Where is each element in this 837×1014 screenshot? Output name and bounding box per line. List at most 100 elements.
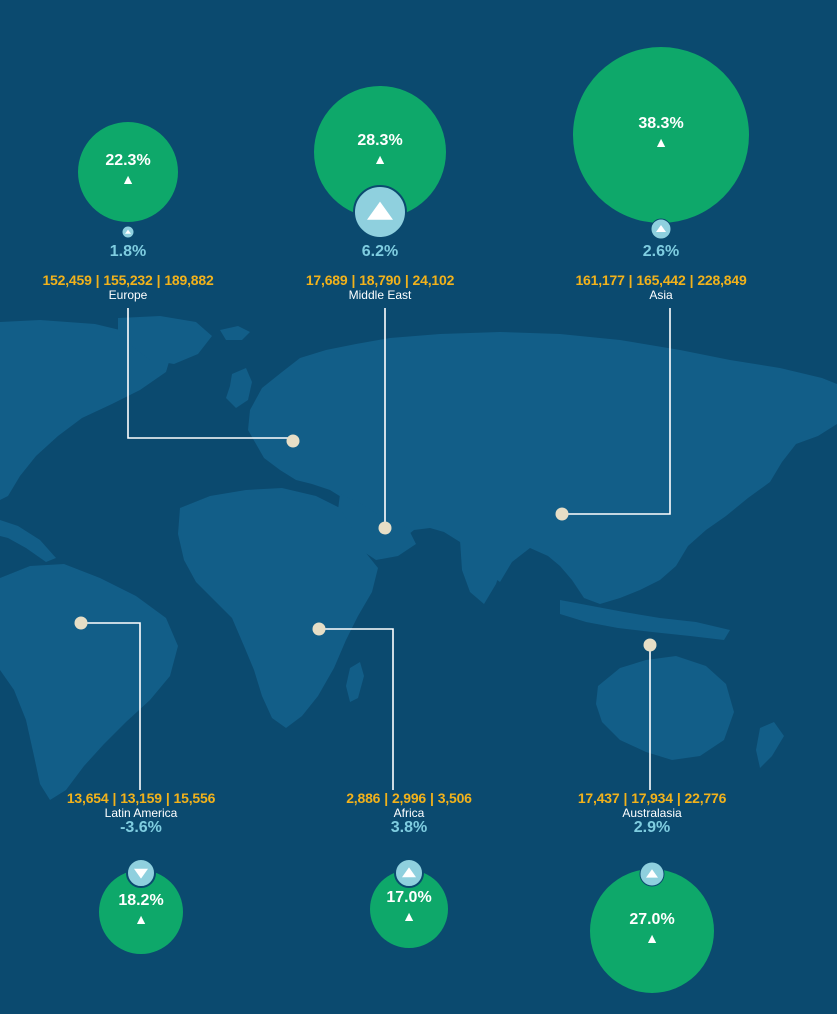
asia-share-up-icon: ▲: [654, 134, 668, 150]
australasia-up-triangle-icon: [646, 869, 658, 878]
europe-location-marker: [286, 434, 300, 448]
middle-east-share-bubble: [314, 86, 446, 218]
europe-connector-line: [127, 308, 293, 439]
latin-america-stat-value: 15,556: [173, 790, 216, 806]
latin-america-stat-value: 13,654: [66, 790, 109, 806]
australasia-stat-value: 22,776: [684, 790, 727, 806]
africa-share-bubble: [370, 870, 448, 948]
africa-stat-value: 3,506: [437, 790, 472, 806]
africa-up-triangle-icon: [402, 867, 416, 878]
stats-separator: |: [95, 272, 100, 288]
latin-america-stat-value: 13,159: [120, 790, 162, 806]
latin-america-change-value: -3.6%: [120, 819, 162, 836]
asia-label-block: 161,177 | 165,442 | 228,849 Asia: [521, 272, 801, 302]
asia-connector-line: [562, 308, 671, 515]
land-masses: [0, 316, 837, 800]
asia-region-name: Asia: [649, 288, 673, 302]
asia-stat-value: 161,177: [575, 272, 625, 288]
middle-east-stat-value: 24,102: [412, 272, 455, 288]
europe-change-value: 1.8%: [109, 243, 147, 260]
middle-east-stats: 17,689 | 18,790 | 24,102: [240, 272, 520, 288]
europe-stats: 152,459 | 155,232 | 189,882: [0, 272, 268, 288]
latin-america-down-triangle-icon: [134, 868, 148, 879]
middle-east-stat-value: 18,790: [359, 272, 401, 288]
australasia-share-up-icon: ▲: [645, 930, 659, 946]
madagascar-landmass: [346, 662, 364, 702]
africa-connector-line: [319, 628, 394, 790]
africa-share-up-icon: ▲: [402, 908, 416, 924]
uk-landmass: [226, 368, 252, 408]
middle-east-stat-value: 17,689: [305, 272, 348, 288]
south-america-landmass: [0, 564, 178, 800]
africa-region-name: Africa: [393, 806, 425, 820]
australasia-stat-value: 17,437: [577, 790, 620, 806]
stats-separator: |: [628, 272, 633, 288]
stats-separator: |: [112, 790, 117, 806]
australasia-share-value: 27.0%: [629, 911, 675, 928]
connector-lines: [81, 308, 671, 790]
asia-up-triangle-icon: [656, 225, 666, 232]
iceland-landmass: [220, 326, 250, 340]
australasia-region-name: Australasia: [622, 806, 682, 820]
greenland-landmass: [118, 316, 212, 364]
stats-separator: |: [156, 272, 161, 288]
share-bubbles: [78, 47, 749, 993]
australasia-stats: 17,437 | 17,934 | 22,776: [512, 790, 792, 806]
middle-east-share-value: 28.3%: [357, 132, 403, 149]
europe-up-triangle-icon: [125, 229, 131, 234]
stats-separator: |: [623, 790, 628, 806]
africa-stat-value: 2,996: [391, 790, 427, 806]
europe-region-name: Europe: [108, 288, 148, 302]
latin-america-connector-line: [81, 622, 141, 790]
stats-separator: |: [351, 272, 356, 288]
asia-stats: 161,177 | 165,442 | 228,849: [521, 272, 801, 288]
india-landmass: [460, 540, 504, 604]
stats-separator: |: [404, 272, 409, 288]
europe-share-label: 22.3% ▲: [68, 152, 188, 188]
central-america-landmass: [0, 520, 56, 562]
africa-change-value: 3.8%: [390, 819, 428, 836]
latin-america-share-bubble: [99, 870, 183, 954]
europe-share-up-icon: ▲: [121, 171, 135, 187]
australasia-change-value: 2.9%: [633, 819, 671, 836]
middle-east-up-triangle-icon: [367, 201, 393, 220]
asia-change-value: 2.6%: [642, 243, 680, 260]
australasia-label-block: 17,437 | 17,934 | 22,776 Australasia: [512, 790, 792, 820]
africa-share-label: 17.0% ▲: [349, 889, 469, 925]
latin-america-label-block: 13,654 | 13,159 | 15,556 Latin America: [1, 790, 281, 820]
latin-america-share-up-icon: ▲: [134, 911, 148, 927]
latin-america-location-marker: [74, 616, 88, 630]
middle-east-label-block: 17,689 | 18,790 | 24,102 Middle East: [240, 272, 520, 302]
asia-location-marker: [555, 507, 569, 521]
stats-separator: |: [689, 272, 694, 288]
africa-landmass: [178, 488, 378, 728]
asia-share-value: 38.3%: [638, 115, 684, 132]
north-america-landmass: [0, 320, 172, 500]
latin-america-share-label: 18.2% ▲: [81, 892, 201, 928]
middle-east-region-name: Middle East: [348, 288, 412, 302]
asia-share-label: 38.3% ▲: [601, 115, 721, 151]
africa-label-block: 2,886 | 2,996 | 3,506 Africa: [269, 790, 549, 820]
australia-landmass: [596, 656, 734, 760]
middle-east-change-value: 6.2%: [361, 243, 399, 260]
africa-location-marker: [312, 622, 326, 636]
africa-stats: 2,886 | 2,996 | 3,506: [269, 790, 549, 806]
japan-landmass: [658, 446, 684, 498]
stats-separator: |: [676, 790, 681, 806]
europe-share-bubble: [78, 122, 178, 222]
asia-stat-value: 228,849: [697, 272, 747, 288]
europe-share-value: 22.3%: [105, 152, 151, 169]
australasia-stat-value: 17,934: [631, 790, 673, 806]
southeast-asia-islands-landmass: [560, 600, 730, 640]
middle-east-location-marker: [378, 521, 392, 535]
latin-america-share-value: 18.2%: [118, 892, 164, 909]
europe-stat-value: 189,882: [164, 272, 214, 288]
africa-share-value: 17.0%: [386, 889, 432, 906]
asia-stat-value: 165,442: [636, 272, 686, 288]
europe-label-block: 152,459 | 155,232 | 189,882 Europe: [0, 272, 268, 302]
africa-stat-value: 2,886: [346, 790, 381, 806]
stats-separator: |: [165, 790, 170, 806]
new-zealand-landmass: [756, 722, 784, 768]
